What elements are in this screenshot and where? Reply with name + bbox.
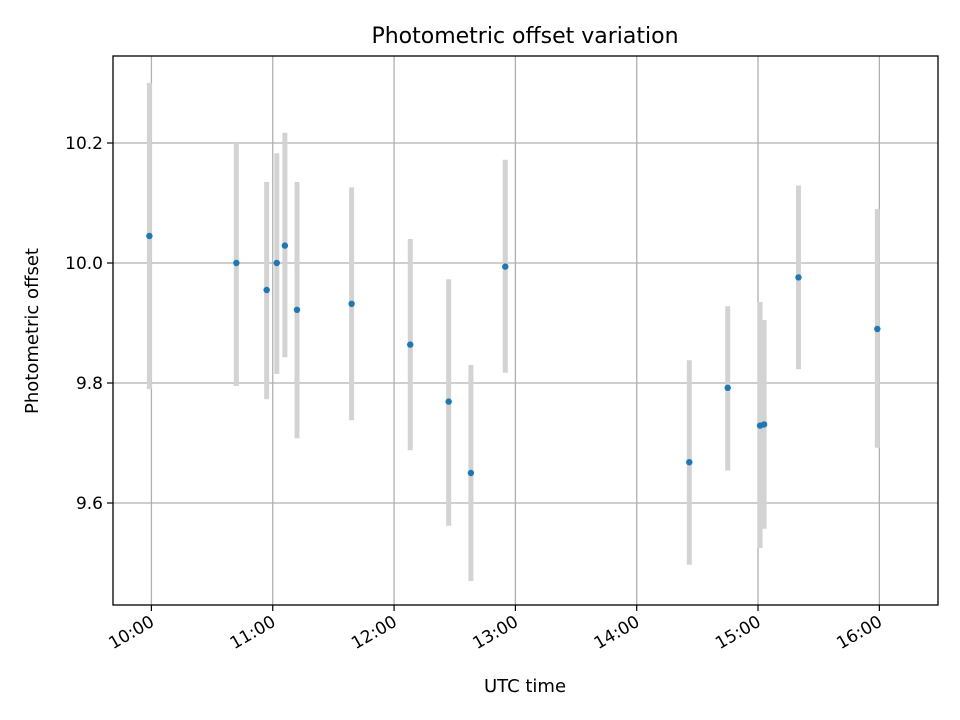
error-bars <box>146 83 880 581</box>
data-point <box>724 384 731 391</box>
data-point <box>407 341 414 348</box>
y-tick-label: 9.8 <box>76 374 103 394</box>
x-tick-label: 13:00 <box>469 612 521 654</box>
data-point <box>502 263 509 270</box>
x-axis-label: UTC time <box>484 676 566 697</box>
data-point <box>467 469 475 477</box>
x-tick-label: 16:00 <box>833 612 885 654</box>
x-axis-ticks: 10:00 11:00 12:00 13:00 14:00 15:00 16:00 <box>105 605 886 654</box>
data-point <box>686 459 693 466</box>
y-axis-label: Photometric offset <box>22 248 43 414</box>
x-tick-label: 15:00 <box>712 612 764 654</box>
data-point <box>233 259 240 267</box>
data-point <box>348 300 355 307</box>
x-tick-label: 14:00 <box>591 612 643 654</box>
data-point <box>445 398 452 405</box>
y-axis-ticks: 9.6 9.8 10.0 10.2 <box>65 134 113 514</box>
data-point <box>146 232 153 240</box>
x-tick-label: 12:00 <box>348 612 400 654</box>
plot-frame <box>112 55 939 606</box>
y-tick-label: 10.0 <box>65 254 103 274</box>
data-point <box>760 421 768 428</box>
data-point <box>281 242 289 249</box>
x-tick-label: 10:00 <box>105 612 157 654</box>
data-points <box>146 232 881 477</box>
y-tick-label: 9.6 <box>76 494 103 514</box>
x-tick-label: 11:00 <box>227 612 279 654</box>
data-point <box>874 325 881 333</box>
data-point <box>293 306 301 313</box>
y-tick-label: 10.2 <box>65 134 103 154</box>
data-point <box>795 274 802 281</box>
data-point <box>263 286 270 294</box>
data-point <box>273 259 280 267</box>
chart-title: Photometric offset variation <box>371 24 678 49</box>
